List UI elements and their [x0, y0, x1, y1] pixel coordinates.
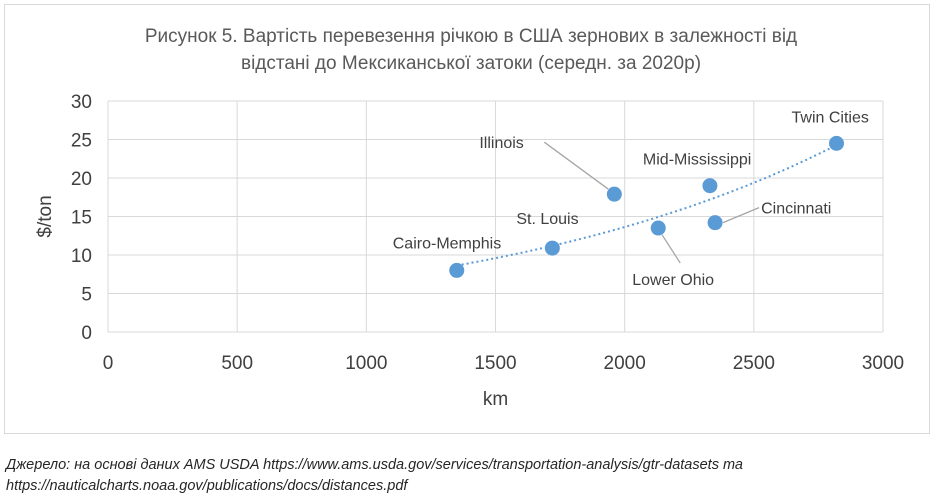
- x-tick-labels: 0 500 1000 1500 2000 2500 3000: [103, 353, 904, 374]
- scatter-chart: Рисунок 5. Вартість перевезення річкою в…: [35, 26, 904, 410]
- data-label: Lower Ohio: [632, 272, 714, 289]
- data-label: Twin Cities: [792, 109, 869, 126]
- data-point: [544, 240, 560, 256]
- x-tick-label: 1500: [474, 353, 516, 374]
- leader-line: [722, 207, 760, 224]
- y-tick-label: 15: [71, 208, 92, 229]
- data-label: St. Louis: [516, 211, 578, 228]
- source-note: Джерело: на основі даних AMS USDA https:…: [6, 455, 926, 497]
- data-point: [829, 135, 844, 151]
- data-label: Cincinnati: [761, 201, 831, 218]
- x-tick-label: 0: [103, 353, 114, 374]
- leader-line: [661, 234, 681, 264]
- y-tick-label: 0: [81, 323, 92, 344]
- gridlines: [107, 100, 884, 333]
- chart-title-line-1: Рисунок 5. Вартість перевезення річкою в…: [145, 26, 797, 47]
- point-labels: Cairo-Memphis St. Louis Illinois Lower Ohio…: [393, 109, 869, 289]
- x-tick-label: 3000: [862, 353, 904, 374]
- data-point: [606, 186, 622, 202]
- label-leader-lines: [543, 141, 760, 264]
- x-tick-label: 2000: [604, 353, 646, 374]
- data-point: [650, 220, 666, 236]
- data-point: [449, 262, 465, 278]
- source-note-line-2: https://nauticalcharts.noaa.gov/publicat…: [6, 478, 408, 494]
- y-tick-labels: 0 5 10 15 20 25 30: [71, 92, 92, 344]
- y-tick-label: 30: [71, 92, 92, 113]
- x-tick-label: 2500: [733, 353, 775, 374]
- y-tick-label: 5: [81, 285, 92, 306]
- data-point: [702, 178, 718, 194]
- data-label: Illinois: [479, 135, 523, 152]
- x-axis-title: km: [483, 389, 508, 410]
- x-tick-label: 500: [221, 353, 253, 374]
- source-note-line-1: Джерело: на основі даних AMS USDA https:…: [6, 457, 743, 473]
- data-label: Mid-Mississippi: [643, 152, 751, 169]
- x-tick-label: 1000: [345, 353, 387, 374]
- trendline: [456, 144, 837, 267]
- y-tick-label: 10: [71, 246, 92, 267]
- data-point: [707, 215, 723, 231]
- y-axis-title: $/ton: [35, 195, 56, 237]
- data-label: Cairo-Memphis: [393, 235, 501, 252]
- leader-line: [543, 141, 609, 190]
- data-points: [449, 135, 844, 278]
- y-tick-label: 20: [71, 169, 92, 190]
- y-tick-label: 25: [71, 131, 92, 152]
- chart-frame: Рисунок 5. Вартість перевезення річкою в…: [4, 4, 930, 434]
- chart-title: Рисунок 5. Вартість перевезення річкою в…: [145, 26, 797, 74]
- chart-title-line-2: відстані до Мексиканської затоки (середн…: [241, 53, 701, 74]
